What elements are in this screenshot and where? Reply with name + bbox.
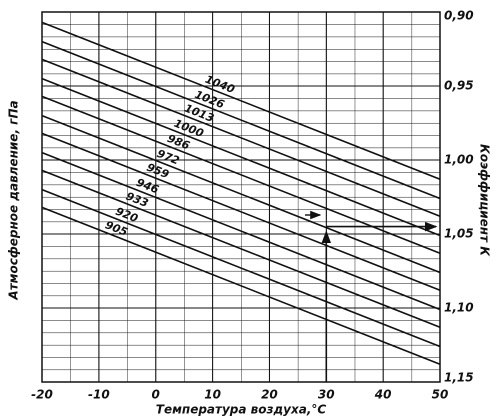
pressure-line bbox=[42, 114, 440, 274]
x-tick-label: 40 bbox=[374, 388, 392, 402]
y-tick-label: 1,10 bbox=[444, 301, 474, 315]
y-tick-label: 0,90 bbox=[444, 9, 474, 23]
y-tick-label: 1,05 bbox=[444, 227, 474, 241]
x-tick-label: 50 bbox=[432, 388, 449, 402]
x-tick-label: 20 bbox=[261, 388, 278, 402]
x-tick-label: 0 bbox=[152, 388, 160, 402]
x-tick-label: 10 bbox=[204, 388, 221, 402]
pressure-line bbox=[42, 40, 440, 200]
pressure-line bbox=[42, 188, 440, 348]
x-tick-label: -20 bbox=[31, 388, 53, 402]
y-axis-label: Атмосферное давление, гПа bbox=[7, 100, 21, 300]
x-axis-label: Температура воздуха,°С bbox=[156, 403, 327, 417]
pressure-line bbox=[42, 77, 440, 237]
x-tick-label: -10 bbox=[88, 388, 110, 402]
plot-grid bbox=[41, 11, 441, 383]
y-tick-label: 1,00 bbox=[444, 153, 474, 167]
pressure-line bbox=[42, 151, 440, 311]
y-tick-label: 0,95 bbox=[444, 79, 474, 93]
y2-axis-label: Коэффициент К bbox=[478, 144, 492, 257]
x-tick-label: 30 bbox=[318, 388, 335, 402]
y-tick-label: 1,15 bbox=[444, 371, 474, 385]
pressure-line bbox=[42, 21, 440, 180]
pressure-line bbox=[42, 169, 440, 328]
